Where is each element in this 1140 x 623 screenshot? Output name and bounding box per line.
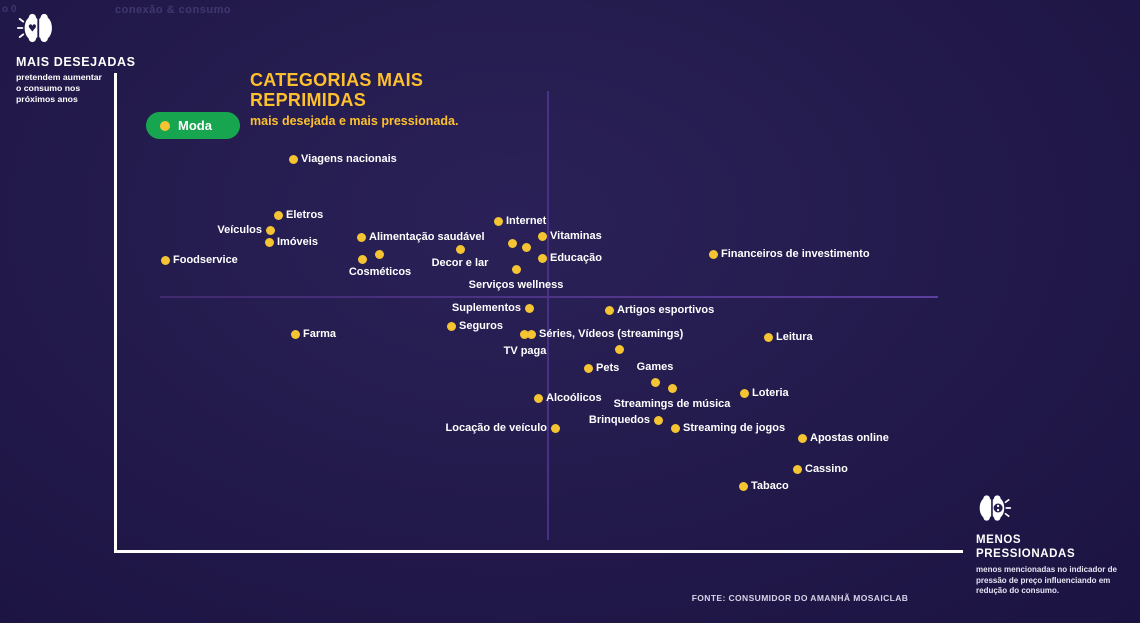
data-point-label: Alcoólicos [546, 392, 602, 404]
data-point-label: Veículos [217, 224, 262, 236]
data-point-dot [493, 216, 503, 226]
data-point-label: Seguros [459, 320, 504, 332]
data-point-label: Pets [596, 362, 620, 374]
less-pressured-title: MENOS PRESSIONADAS [976, 534, 1076, 560]
data-point-dot [583, 363, 593, 373]
data-point-dot [290, 329, 300, 339]
data-point-dot [265, 225, 275, 235]
edge-text-fragment: o 0 [2, 4, 17, 15]
less-pressured-annotation: MENOS PRESSIONADAS menos mencionadas no … [976, 490, 1126, 597]
data-point-dot [374, 249, 384, 259]
data-point-dot [739, 388, 749, 398]
data-point-label: Moda [178, 118, 212, 133]
data-point-label: Educação [550, 252, 602, 264]
data-point-dot [650, 377, 660, 387]
data-point-dot [519, 329, 529, 339]
y-axis-line [114, 73, 117, 553]
data-point-dot [160, 255, 170, 265]
data-point-dot [264, 237, 274, 247]
data-point-dot [604, 305, 614, 315]
data-point-dot [797, 433, 807, 443]
data-point-dot [455, 244, 465, 254]
data-point-label: Streamings de música [613, 398, 731, 410]
data-point-label: Cassino [805, 463, 848, 475]
data-point-dot [356, 232, 366, 242]
x-axis-line [114, 550, 963, 553]
data-point-label: Decor e lar [431, 257, 489, 269]
highlight-pill-moda: Moda [146, 112, 240, 139]
data-point-label: Streaming de jogos [683, 422, 786, 434]
data-point-label: Locação de veículo [445, 422, 547, 434]
data-point-dot [792, 464, 802, 474]
data-point-dot [763, 332, 773, 342]
brain-price-icon [979, 495, 1012, 521]
horizontal-guide-line [160, 296, 938, 298]
data-point-dot [550, 423, 560, 433]
data-point-dot [537, 253, 547, 263]
data-point-label: Viagens nacionais [301, 153, 397, 165]
data-point-label: Leitura [776, 331, 813, 343]
data-point-label: Financeiros de investimento [721, 248, 870, 260]
vertical-guide-line [547, 91, 549, 540]
most-desired-description: pretendem aumentar o consumo nos próximo… [16, 72, 102, 104]
data-point-dot [526, 329, 536, 339]
most-desired-annotation: ♥ MAIS DESEJADAS pretendem aumentar o co… [16, 8, 146, 105]
data-point-label: TV paga [503, 345, 547, 357]
data-point-label: Loteria [752, 387, 789, 399]
data-point-label: Internet [506, 215, 547, 227]
data-point-dot [357, 254, 367, 264]
source-note: FONTE: CONSUMIDOR DO AMANHÃ MOSAICLAB [691, 593, 909, 603]
data-point-label: Vitaminas [550, 230, 602, 242]
data-point-dot [160, 120, 170, 131]
data-point-dot [273, 210, 283, 220]
data-point-dot [524, 303, 534, 313]
data-point-dot [614, 344, 624, 354]
data-point-label: Séries, Vídeos (streamings) [539, 328, 684, 340]
data-point-label: Serviços wellness [468, 279, 564, 291]
data-point-dot [507, 238, 517, 248]
data-point-dot [446, 321, 456, 331]
data-point-label: Cosméticos [348, 266, 412, 278]
data-point-label: Alimentação saudável [369, 231, 485, 243]
data-point-label: Games [636, 361, 674, 373]
data-point-label: Farma [303, 328, 337, 340]
data-point-dot [670, 423, 680, 433]
chart-title: CATEGORIAS MAIS REPRIMIDAS [250, 70, 424, 110]
svg-text:♥: ♥ [28, 24, 37, 35]
data-point-dot [738, 481, 748, 491]
data-point-dot [521, 242, 531, 252]
data-point-label: Artigos esportivos [617, 304, 715, 316]
data-point-label: Suplementos [451, 302, 521, 314]
data-point-label: Eletros [286, 209, 324, 221]
data-point-dot [708, 249, 718, 259]
data-point-label: Brinquedos [588, 414, 650, 426]
data-point-dot [533, 393, 543, 403]
data-point-label: Imóveis [277, 236, 318, 248]
data-point-dot [537, 231, 547, 241]
data-point-dot [667, 383, 677, 393]
watermark-conexao-consumo: conexão & consumo [115, 4, 232, 16]
data-point-dot [653, 415, 663, 425]
chart-subtitle: mais desejada e mais pressionada. [250, 114, 459, 128]
data-point-label: Apostas online [810, 432, 889, 444]
less-pressured-description: menos mencionadas no indicador de pressã… [976, 565, 1117, 595]
data-point-dot [511, 264, 521, 274]
brain-heart-icon: ♥ [16, 13, 52, 43]
most-desired-title: MAIS DESEJADAS [16, 55, 136, 69]
data-point-dot [288, 154, 298, 164]
data-point-label: Tabaco [751, 480, 789, 492]
data-point-label: Foodservice [173, 254, 238, 266]
